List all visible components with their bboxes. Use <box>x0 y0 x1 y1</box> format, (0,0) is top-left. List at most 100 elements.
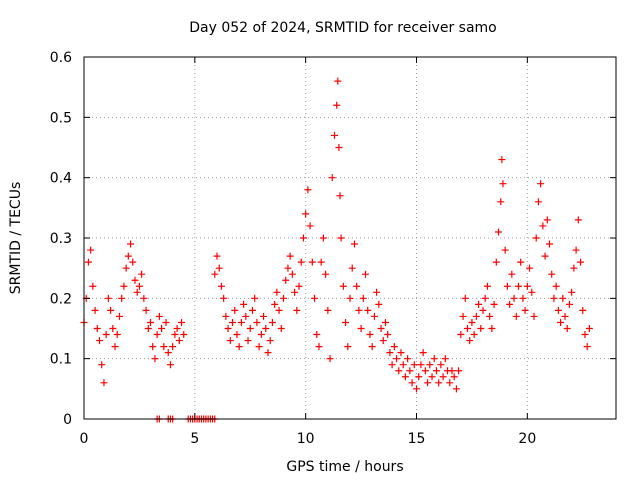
data-point <box>357 325 365 332</box>
data-point <box>521 306 529 314</box>
x-tick-label: 15 <box>408 431 426 447</box>
data-point <box>315 343 323 351</box>
data-point <box>302 210 310 218</box>
data-point <box>330 131 338 139</box>
data-point <box>255 343 263 351</box>
data-point <box>446 379 454 387</box>
data-point <box>559 294 567 302</box>
data-point <box>317 258 325 266</box>
data-point <box>481 294 489 302</box>
data-point <box>138 270 146 278</box>
data-point <box>324 306 332 314</box>
data-point <box>251 294 259 302</box>
data-point <box>512 312 520 320</box>
data-point <box>543 216 551 224</box>
data-point <box>155 312 163 320</box>
data-point <box>226 337 234 345</box>
data-point <box>526 264 534 272</box>
data-point <box>508 270 516 278</box>
data-point <box>488 325 496 332</box>
data-point <box>424 379 432 387</box>
data-point <box>430 355 438 363</box>
data-point <box>532 234 540 242</box>
x-axis-title: GPS time / hours <box>286 459 403 475</box>
data-point <box>397 349 405 357</box>
data-point <box>437 361 445 369</box>
data-point <box>348 264 356 272</box>
data-point <box>337 234 345 242</box>
data-point <box>568 288 576 296</box>
data-point <box>166 361 174 369</box>
data-point <box>335 144 343 151</box>
data-point <box>452 385 460 393</box>
data-point <box>158 325 166 332</box>
data-point <box>435 379 443 387</box>
data-point <box>115 312 123 320</box>
y-tick-label: 0.2 <box>50 291 72 307</box>
data-point <box>153 331 161 339</box>
data-point <box>147 318 154 326</box>
data-point <box>557 318 565 326</box>
data-point <box>262 325 270 332</box>
data-point <box>133 288 141 296</box>
data-point <box>408 379 416 387</box>
data-point <box>260 312 268 320</box>
data-point <box>100 379 108 387</box>
data-point <box>583 343 591 351</box>
data-point <box>377 325 385 332</box>
data-point <box>107 306 115 314</box>
data-point <box>475 300 483 308</box>
data-point <box>441 355 449 363</box>
data-point <box>313 331 321 339</box>
data-point <box>388 361 396 369</box>
data-point <box>495 228 503 236</box>
data-point <box>144 325 152 332</box>
data-point <box>417 361 425 369</box>
data-point <box>563 325 571 332</box>
data-point <box>275 306 283 314</box>
data-point <box>142 306 150 314</box>
data-point <box>534 198 542 206</box>
data-point <box>149 343 157 351</box>
data-point <box>135 282 143 290</box>
data-point <box>581 331 589 339</box>
data-point <box>517 258 525 266</box>
data-point <box>220 294 228 302</box>
data-point <box>499 180 507 188</box>
data-point <box>548 270 556 278</box>
data-point <box>118 294 126 302</box>
chart-title: Day 052 of 2024, SRMTID for receiver sam… <box>189 20 497 36</box>
data-point <box>384 331 392 339</box>
data-point <box>173 325 181 332</box>
data-point <box>339 282 347 290</box>
data-point <box>477 325 485 332</box>
data-point <box>215 264 223 272</box>
data-point <box>113 331 121 339</box>
data-point <box>498 156 506 164</box>
data-point <box>572 246 580 254</box>
data-point <box>334 77 342 85</box>
data-point <box>129 258 137 266</box>
data-point <box>308 258 316 266</box>
data-point <box>237 318 245 326</box>
data-point <box>393 355 401 363</box>
data-point <box>322 270 330 278</box>
data-point <box>554 306 562 314</box>
data-point <box>448 367 456 375</box>
data-point <box>395 367 403 375</box>
data-point <box>295 282 303 290</box>
y-tick-label: 0 <box>63 412 72 428</box>
data-point <box>244 337 252 345</box>
y-tick-label: 0.5 <box>50 110 72 126</box>
data-point <box>370 312 378 320</box>
data-point <box>291 288 299 296</box>
data-point <box>419 349 427 357</box>
data-point <box>579 306 587 314</box>
data-point <box>333 101 341 109</box>
data-point <box>410 361 418 369</box>
data-point <box>364 306 372 314</box>
data-points <box>80 77 593 423</box>
data-point <box>277 325 285 332</box>
data-point <box>175 337 183 345</box>
